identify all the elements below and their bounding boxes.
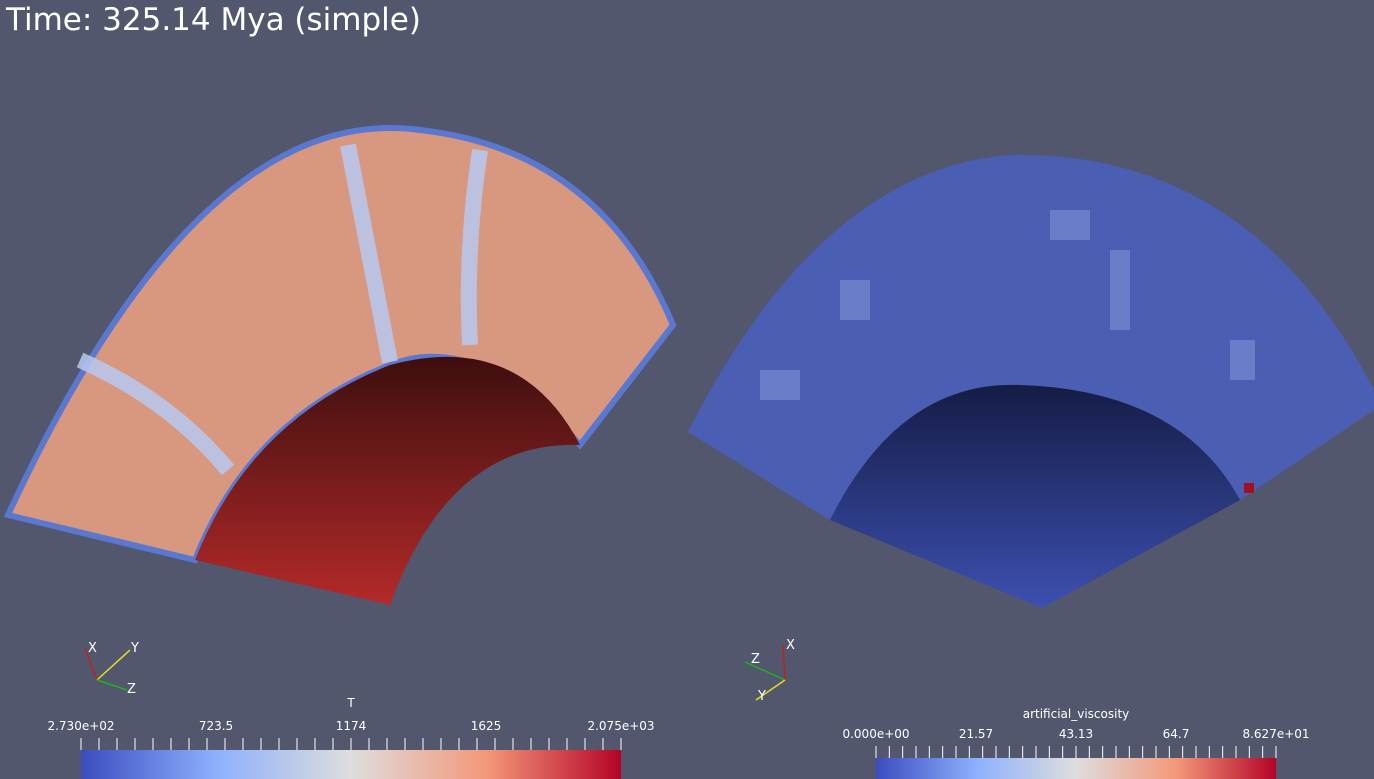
colorbar-label: 2.075e+03 [587, 719, 654, 733]
colorbar: artificial_viscosity 0.000e+00 21.57 43.13 6… [842, 707, 1310, 779]
axis-label: X [786, 638, 795, 653]
time-title: Time: 325.14 Mya (simple) [5, 2, 421, 38]
axis-label: Y [130, 641, 139, 656]
colorbar-gradient [876, 758, 1276, 779]
colorbar-label: 21.57 [959, 727, 993, 741]
colorbar: T 2.730e+02 723.5 1174 1625 2.075e+03 [47, 696, 655, 779]
colorbar-gradient [81, 750, 621, 779]
axis-label: Z [751, 652, 760, 667]
colorbar-title: T [346, 696, 355, 710]
colorbar-label: 43.13 [1059, 727, 1093, 741]
colorbar-label: 8.627e+01 [1242, 727, 1309, 741]
colorbar-label: 1625 [471, 719, 502, 733]
axes-glyph-left: X Y Z [84, 641, 139, 697]
axis-label: X [88, 641, 97, 656]
axis-label: Y [757, 689, 766, 704]
colorbar-label: 723.5 [199, 719, 233, 733]
colorbar-label: 64.7 [1163, 727, 1190, 741]
temperature-model [3, 125, 677, 605]
axis-label: Z [127, 682, 136, 697]
colorbar-label: 2.730e+02 [47, 719, 114, 733]
colorbar-label: 0.000e+00 [842, 727, 909, 741]
axes-glyph-right: Z X Y [744, 638, 795, 704]
colorbar-title: artificial_viscosity [1023, 707, 1130, 721]
viscosity-model [688, 154, 1374, 608]
colorbar-label: 1174 [336, 719, 367, 733]
